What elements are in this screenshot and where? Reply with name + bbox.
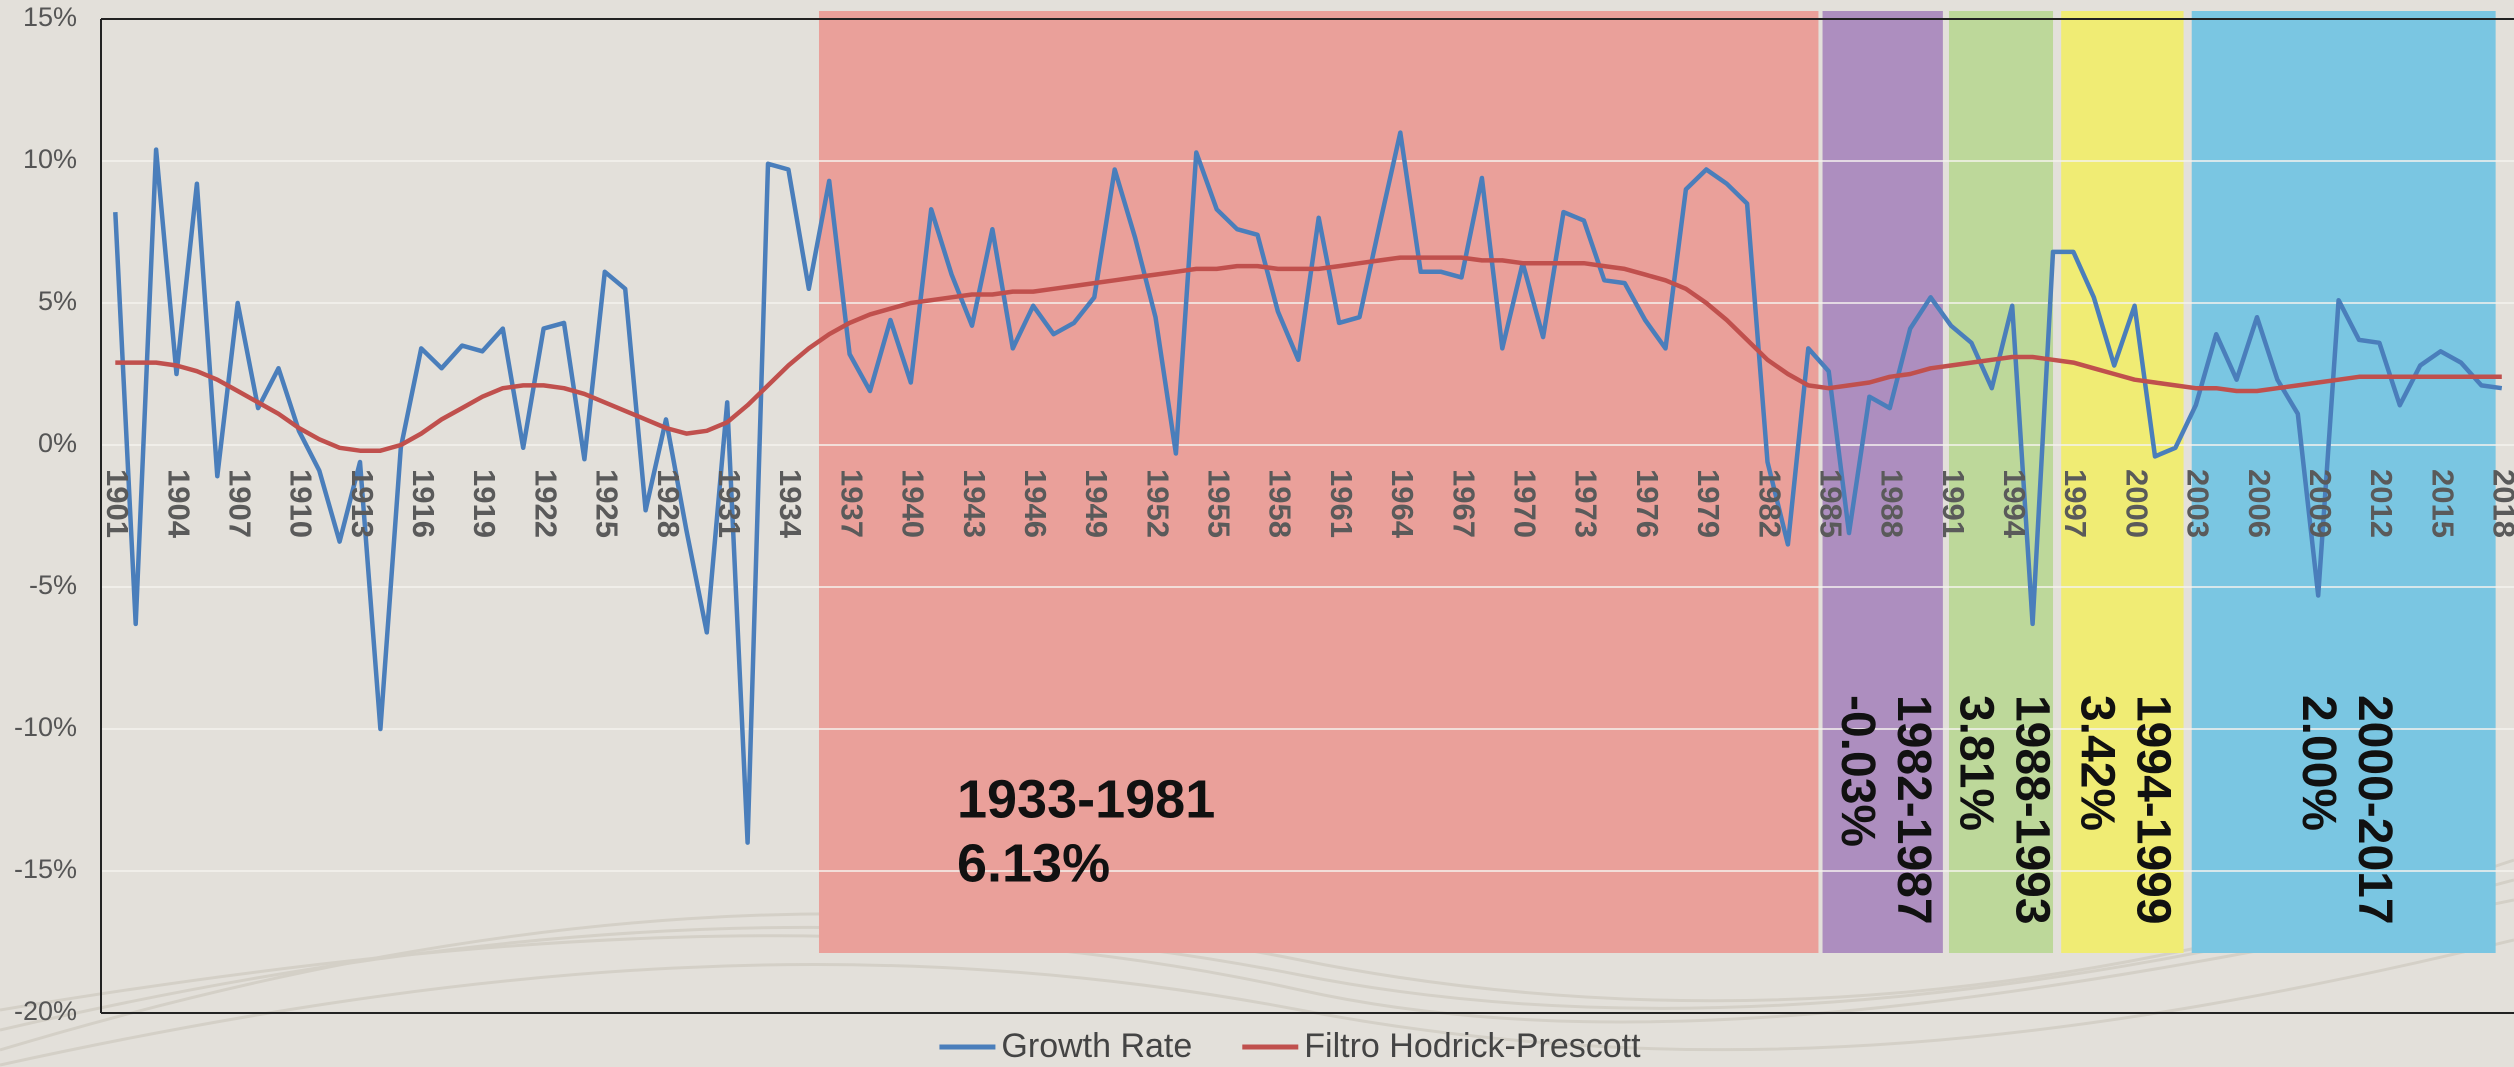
- period-region: [1948, 11, 2054, 953]
- x-tick-label: 1973: [1569, 469, 1604, 538]
- region-period: 2000-2017: [2348, 695, 2401, 925]
- y-tick-label: -5%: [29, 570, 77, 600]
- region-period: 1933-1981: [957, 769, 1215, 829]
- x-tick-label: 1940: [896, 469, 931, 538]
- x-tick-label: 1994: [1997, 469, 2032, 539]
- region-rate: 3.42%: [2071, 695, 2124, 831]
- x-tick-label: 1979: [1691, 469, 1726, 538]
- lines: [113, 130, 2503, 845]
- region-rate: -0.03%: [1831, 695, 1884, 847]
- region-rate: 3.81%: [1949, 695, 2002, 831]
- period-region: [818, 11, 1819, 953]
- x-tick-label: 1985: [1813, 469, 1848, 538]
- y-tick-label: -15%: [14, 854, 77, 884]
- x-tick-label: 1919: [467, 469, 502, 538]
- y-tick-label: 5%: [38, 286, 77, 316]
- x-tick-label: 2018: [2487, 469, 2514, 538]
- x-tick-label: 2000: [2119, 469, 2154, 538]
- y-tick-label: 0%: [38, 428, 77, 458]
- x-tick-label: 1955: [1202, 469, 1237, 538]
- y-tick-label: 15%: [23, 2, 77, 32]
- period-region: [2191, 11, 2496, 953]
- x-tick-label: 2006: [2242, 469, 2277, 538]
- x-tick-label: 2012: [2364, 469, 2399, 538]
- x-tick-label: 1949: [1079, 469, 1114, 538]
- x-tick-label: 1913: [345, 469, 380, 538]
- period-region: [2061, 11, 2184, 953]
- x-tick-label: 1991: [1936, 469, 1971, 538]
- legend-label: Growth Rate: [1001, 1027, 1192, 1065]
- region-period: 1988-1993: [2005, 695, 2058, 925]
- x-tick-label: 1934: [773, 469, 808, 539]
- y-tick-label: -10%: [14, 712, 77, 742]
- x-tick-label: 1964: [1385, 469, 1420, 539]
- series-line: [115, 255, 2502, 453]
- legend-label: Filtro Hodrick-Prescott: [1304, 1027, 1641, 1065]
- region-period: 1982-1987: [1887, 695, 1940, 925]
- x-tick-label: 1928: [651, 469, 686, 538]
- x-tick-label: 1988: [1875, 469, 1910, 538]
- x-tick-label: 1997: [2058, 469, 2093, 538]
- x-tick-label: 1958: [1263, 469, 1298, 538]
- x-tick-label: 1931: [712, 469, 747, 538]
- x-tick-label: 1916: [406, 469, 441, 538]
- region-rate: 2.00%: [2292, 695, 2345, 831]
- x-tick-label: 1901: [100, 469, 135, 538]
- x-tick-label: 2003: [2181, 469, 2216, 538]
- x-tick-label: 2015: [2425, 469, 2460, 538]
- x-tick-label: 1907: [222, 469, 257, 538]
- x-tick-label: 1982: [1752, 469, 1787, 538]
- y-tick-label: 10%: [23, 144, 77, 174]
- x-tick-label: 1976: [1630, 469, 1665, 538]
- x-tick-label: 1910: [284, 469, 319, 538]
- region-rate: 6.13%: [957, 833, 1110, 893]
- x-tick-label: 2009: [2303, 469, 2338, 538]
- regions: [818, 11, 2496, 953]
- region-period: 1994-1999: [2127, 695, 2180, 925]
- x-tick-label: 1943: [957, 469, 992, 538]
- x-tick-label: 1952: [1140, 469, 1175, 538]
- x-tick-label: 1946: [1018, 469, 1053, 538]
- x-tick-label: 1970: [1508, 469, 1543, 538]
- x-tick-label: 1967: [1446, 469, 1481, 538]
- x-tick-label: 1925: [590, 469, 625, 538]
- x-tick-label: 1922: [528, 469, 563, 538]
- x-tick-label: 1904: [161, 469, 196, 539]
- background-waves: [0, 858, 2514, 1067]
- x-tick-label: 1937: [834, 469, 869, 538]
- y-tick-label: -20%: [14, 996, 77, 1026]
- x-tick-label: 1961: [1324, 469, 1359, 538]
